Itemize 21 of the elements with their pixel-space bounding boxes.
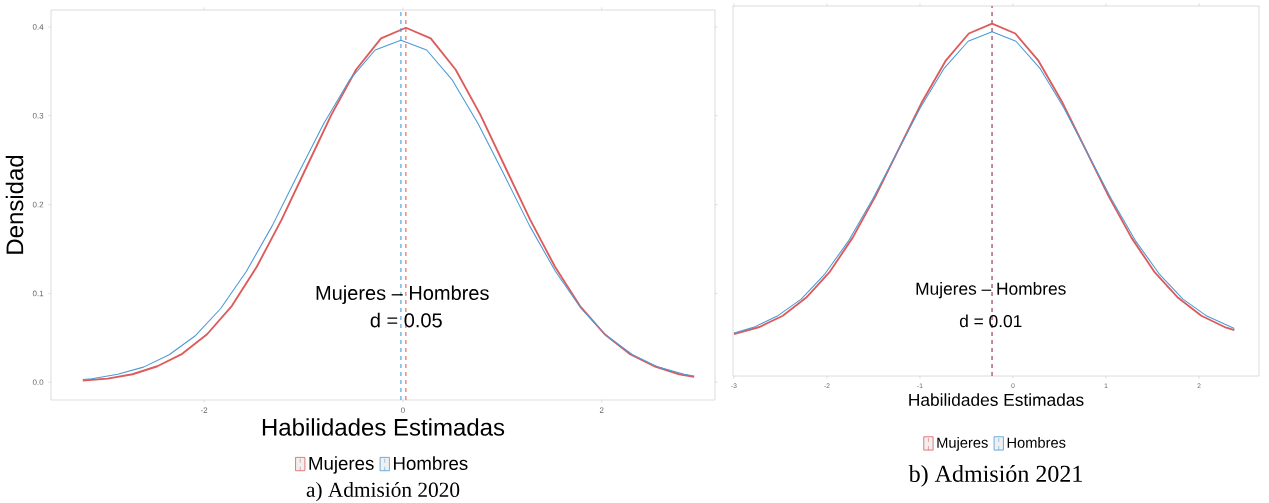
y-tick-label: 0.1 [32, 290, 44, 297]
x-tick-label: -2 [200, 407, 208, 414]
y-tick-label: 0.4 [32, 24, 44, 30]
annotation: Mujeres – Hombres [316, 285, 489, 305]
annotation: Mujeres – Hombres [916, 282, 1066, 299]
y-tick-label: 0.3 [32, 113, 44, 119]
x-axis-title: Habilidades Estimadas [909, 393, 1084, 407]
y-tick-label: 0.2 [32, 201, 44, 208]
annotation: d = 0.01 [959, 314, 1022, 328]
legend-label: Hombres [1007, 437, 1066, 449]
legend-label: Mujeres [309, 456, 374, 474]
x-tick-label: 2 [599, 407, 604, 414]
x-axis-title: Habilidades Estimadas [262, 418, 505, 436]
text: b) Admisión 2021 [908, 465, 1082, 487]
y-axis-title: Densidad [5, 156, 24, 254]
y-tick-label: 0.0 [32, 379, 44, 386]
legend-label: Hombres [394, 456, 468, 471]
annotation: d = 0.05 [370, 312, 442, 328]
x-tick-label: 0 [400, 407, 405, 414]
legend-label: Mujeres [937, 437, 988, 451]
text: a) Admisión 2020 [306, 482, 460, 502]
